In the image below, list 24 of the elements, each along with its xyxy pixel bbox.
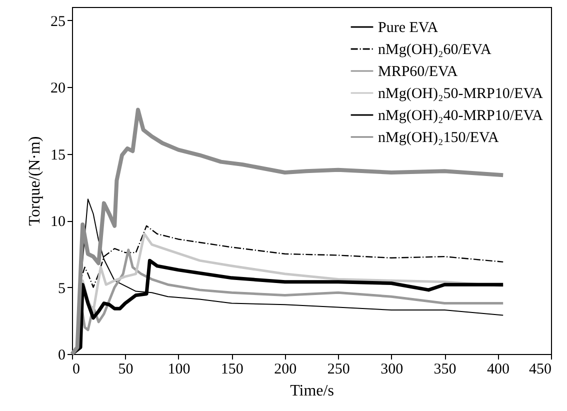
x-tick-label: 400 — [487, 362, 510, 378]
x-axis-title: Time/s — [290, 382, 334, 400]
y-tick-label: 15 — [50, 147, 66, 164]
legend-label: nMg(OH)₂50-MRP10/EVA — [378, 86, 544, 102]
x-tick-label: 300 — [380, 362, 404, 378]
x-tick-label: 0 — [72, 362, 80, 378]
x-tick-label: 250 — [327, 362, 350, 378]
y-tick-label: 5 — [58, 280, 66, 297]
legend-label: MRP60/EVA — [378, 64, 458, 80]
legend-label: nMg(OH)₂150/EVA — [378, 130, 499, 146]
x-tick-label: 450 — [529, 362, 552, 378]
y-tick-label: 10 — [50, 214, 66, 230]
y-tick-label: 20 — [50, 80, 66, 97]
y-tick-label: 25 — [50, 14, 66, 30]
y-axis-title: Torque/(N·m) — [26, 136, 44, 226]
x-tick-label: 200 — [274, 362, 297, 378]
x-tick-label: 350 — [434, 362, 456, 378]
legend-label: nMg(OH)₂40-MRP10/EVA — [378, 108, 544, 124]
x-tick-label: 150 — [220, 362, 244, 378]
x-tick-label: 50 — [118, 362, 134, 378]
legend-label: Pure EVA — [378, 20, 438, 36]
x-tick-label: 100 — [168, 362, 190, 378]
y-tick-label: 0 — [58, 348, 66, 364]
legend-label: nMg(OH)₂60/EVA — [378, 42, 492, 58]
